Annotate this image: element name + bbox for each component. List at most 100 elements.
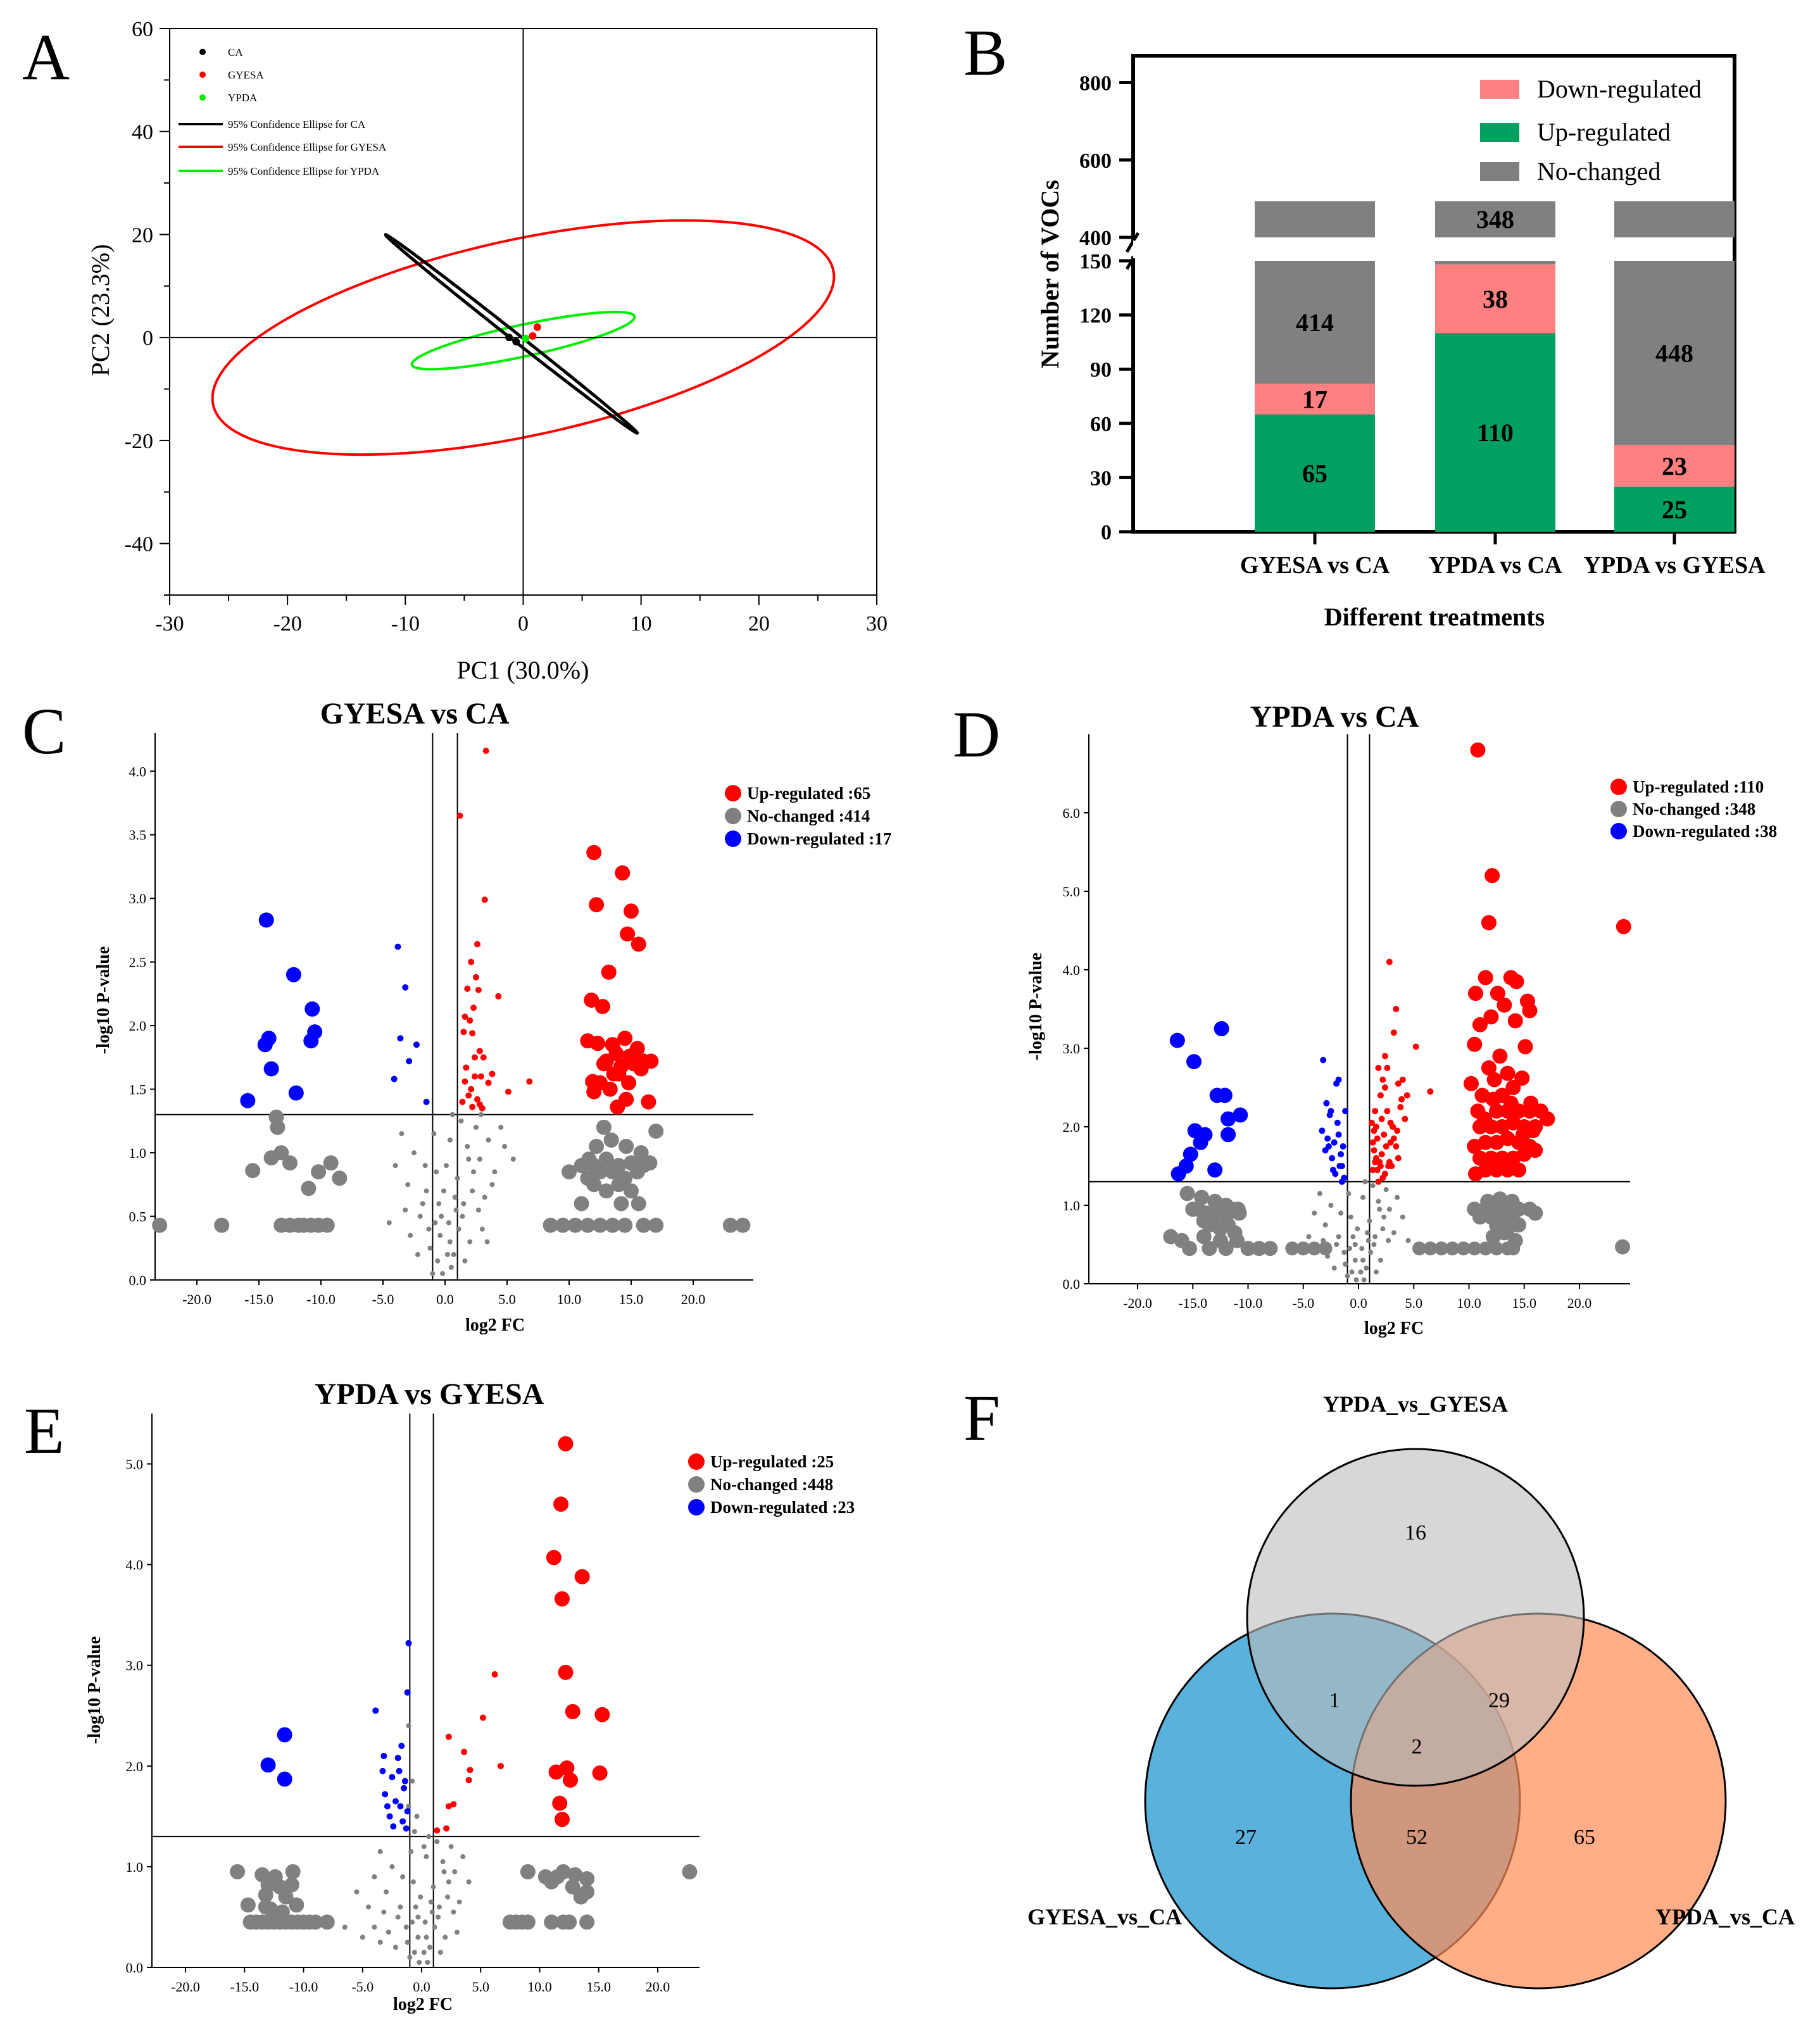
bar-label-no-changed: 348 [1476, 205, 1514, 234]
panel-label-f: F [963, 1382, 1000, 1455]
point-up-regulated [1381, 1084, 1388, 1091]
point-up-regulated [468, 1086, 475, 1093]
point-no-changed [403, 1207, 408, 1213]
point-up-regulated [1386, 1158, 1393, 1165]
point-no-changed [682, 1864, 698, 1879]
point-up-regulated [495, 993, 502, 1000]
point-no-changed [1376, 1198, 1381, 1204]
point-up-regulated [558, 1436, 574, 1452]
point-no-changed [1367, 1218, 1372, 1224]
point-no-changed [449, 1112, 455, 1117]
point-no-changed [427, 1245, 433, 1251]
point-up-regulated [1483, 1150, 1499, 1166]
point-down-regulated [372, 1707, 379, 1714]
point-up-regulated [1368, 1119, 1375, 1126]
point-no-changed [460, 1854, 466, 1859]
point-no-changed [1262, 1241, 1278, 1257]
point-no-changed [543, 1217, 558, 1233]
point-no-changed [562, 1914, 577, 1930]
point-no-changed [474, 1124, 479, 1130]
point-no-changed [633, 1145, 649, 1161]
point-up-regulated [1369, 1139, 1376, 1146]
y-tick-label-a: 40 [132, 121, 153, 144]
point-down-regulated [1342, 1108, 1349, 1115]
point-down-regulated [386, 1813, 393, 1820]
point-down-regulated [398, 1743, 405, 1749]
point-no-changed [456, 1899, 462, 1905]
y-tick-label: 3.0 [126, 1658, 144, 1674]
point-up-regulated [562, 1772, 578, 1788]
point-no-changed [1504, 1193, 1520, 1209]
point-no-changed [372, 1924, 377, 1930]
point-no-changed [417, 1214, 423, 1219]
x-axis-label-c: log2 FC [465, 1315, 525, 1335]
point-no-changed [414, 1814, 420, 1819]
point-no-changed [1348, 1214, 1353, 1220]
point-down-regulated [402, 984, 409, 991]
point-no-changed [1472, 1209, 1488, 1225]
point-no-changed [430, 1884, 436, 1890]
point-no-changed [735, 1217, 751, 1233]
point-up-regulated [1489, 1162, 1505, 1178]
point-no-changed [1365, 1238, 1371, 1243]
break-gap-b [1133, 241, 1741, 260]
panel-label-a: A [22, 21, 70, 94]
y-tick-label-b: 400 [1079, 227, 1112, 250]
point-up-regulated [479, 1714, 486, 1721]
point-no-changed [1378, 1257, 1383, 1263]
point-up-regulated [476, 1101, 483, 1108]
bar-no-changed-lower [1614, 261, 1735, 446]
y-axis-label-c: -log10 P-value [94, 946, 113, 1054]
bar-no-changed-upper [1255, 201, 1375, 237]
x-tick-label: 0.0 [1350, 1295, 1367, 1311]
point-no-changed [465, 1144, 470, 1150]
point-no-changed [214, 1217, 230, 1233]
y-tick-label: 0.5 [129, 1209, 147, 1225]
point-no-changed [520, 1914, 536, 1930]
point-up-regulated [615, 865, 631, 881]
x-tick-label: 10.0 [557, 1291, 582, 1307]
bar-down-regulated [1614, 445, 1735, 487]
x-tick-label-a: 0 [518, 612, 529, 636]
point-no-changed [586, 1177, 602, 1193]
point-no-changed [466, 1879, 472, 1885]
y-tick-label: 5.0 [1063, 884, 1081, 900]
bar-label-up: 25 [1662, 495, 1687, 524]
y-tick-label: 4.0 [126, 1557, 144, 1573]
point-down-regulated [260, 1757, 276, 1773]
point-no-changed [1364, 1265, 1369, 1271]
point-no-changed [424, 1188, 429, 1194]
point-no-changed [447, 1239, 453, 1245]
point-up-regulated [585, 1074, 601, 1089]
x-category-label-b: YPDA vs CA [1428, 552, 1562, 579]
y-tick-label: 2.0 [126, 1759, 144, 1774]
point-up-regulated [1525, 1123, 1541, 1139]
point-down-regulated [401, 1778, 408, 1784]
point-no-changed [502, 1144, 508, 1150]
point-up-regulated [474, 941, 480, 948]
point-up-regulated [565, 1703, 581, 1719]
point-no-changed [648, 1123, 664, 1139]
point-no-changed [434, 1169, 439, 1175]
venn-count-all: 2 [1412, 1735, 1422, 1759]
point-no-changed [1296, 1241, 1310, 1256]
point-no-changed [1383, 1187, 1389, 1193]
point-no-changed [437, 1232, 443, 1238]
point-no-changed [284, 1877, 299, 1893]
point-no-changed [435, 1258, 441, 1264]
point-up-regulated [605, 1037, 620, 1053]
point-down-regulated [1331, 1139, 1338, 1146]
venn-label-left: GYESA_vs_CA [1027, 1904, 1182, 1929]
y-tick-label: 3.0 [129, 891, 147, 906]
point-no-changed [1445, 1241, 1460, 1256]
bar-down-regulated [1435, 264, 1555, 334]
y-tick-label: 1.0 [1063, 1198, 1081, 1214]
point-no-changed [1307, 1241, 1322, 1256]
x-tick-label-a: -20 [273, 612, 302, 636]
point-up-regulated [621, 1075, 637, 1091]
point-no-changed [366, 1904, 372, 1910]
point-no-changed [1478, 1241, 1493, 1256]
point-no-changed [1350, 1234, 1356, 1239]
point-up-regulated [546, 1550, 562, 1565]
x-tick-label: 5.0 [498, 1291, 516, 1307]
